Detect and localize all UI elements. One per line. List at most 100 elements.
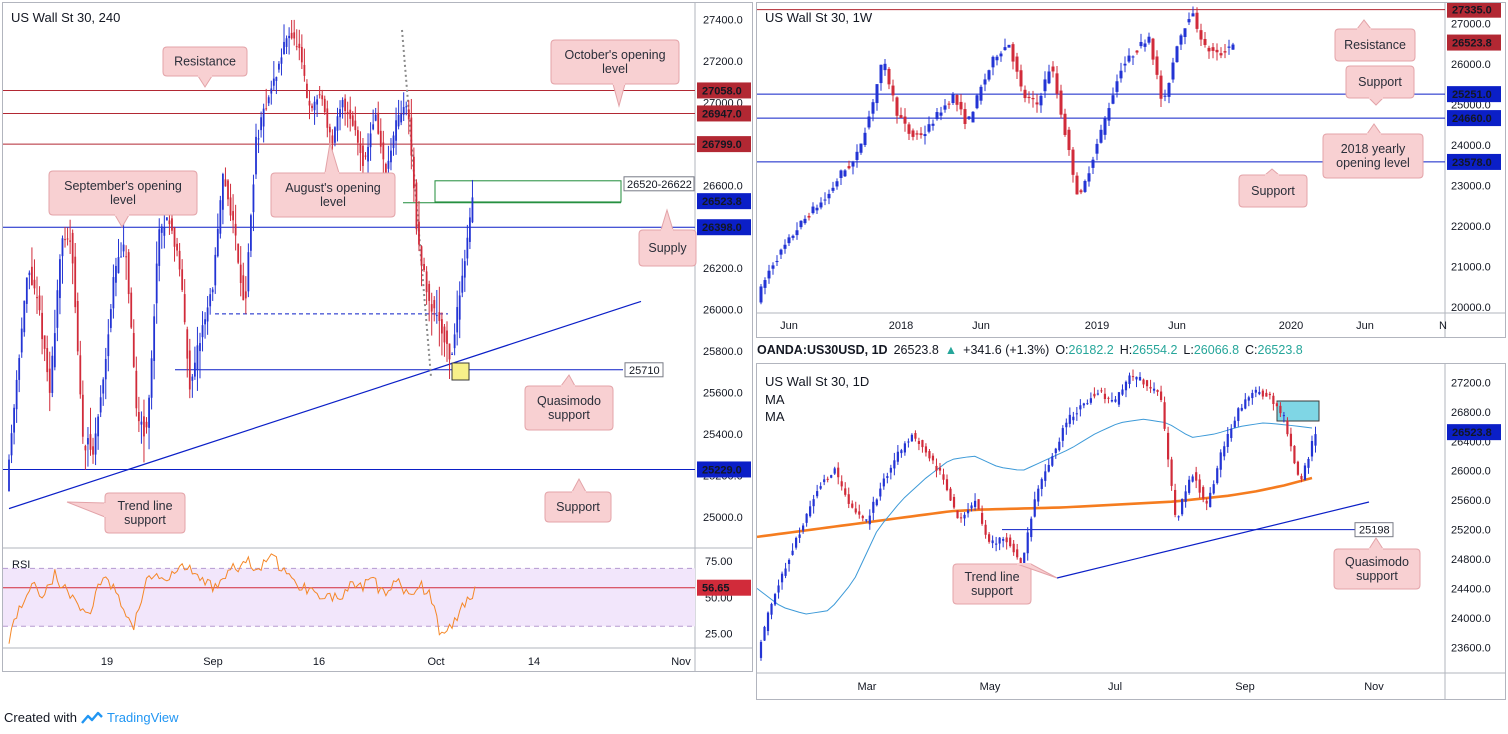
daily-candle — [1198, 479, 1201, 493]
h4-candle — [321, 95, 324, 100]
weekly-candle — [883, 63, 887, 71]
weekly-candle — [1135, 50, 1139, 53]
h4-candle — [211, 289, 214, 293]
h4-y-tick: 25800.0 — [703, 346, 743, 358]
h4-chart-pane[interactable]: 27400.027200.027000.026800.026600.026400… — [2, 2, 753, 672]
weekly-candle — [871, 102, 875, 114]
weekly-y-tick: 20000.0 — [1451, 302, 1491, 314]
weekly-callout-yearly-text: 2018 yearly — [1341, 142, 1406, 156]
weekly-candle — [783, 244, 787, 249]
daily-candle — [833, 468, 836, 474]
daily-y-tick: 26800.0 — [1451, 407, 1491, 419]
daily-x-tick: Jul — [1108, 681, 1122, 693]
h4-supply-zone-label: 26520-26622 — [627, 179, 692, 191]
h4-candle — [430, 304, 433, 312]
h4-candle — [438, 312, 441, 322]
weekly-candle — [1231, 44, 1235, 50]
daily-candle — [1089, 398, 1092, 403]
h4-candle — [448, 343, 451, 360]
daily-candle — [945, 479, 949, 491]
daily-candle — [1016, 549, 1019, 558]
h4-y-tick: 25000.0 — [703, 512, 743, 524]
h4-candle — [423, 263, 425, 271]
rsi-current-tag-bg — [697, 579, 751, 596]
daily-candle — [1293, 445, 1296, 464]
daily-candle — [812, 499, 815, 507]
daily-candle — [865, 519, 868, 521]
daily-chart-svg[interactable]: 27200.026800.026400.026000.025600.025200… — [757, 364, 1506, 700]
h4-candle — [216, 228, 219, 257]
h4-chart-svg[interactable]: 27400.027200.027000.026800.026600.026400… — [3, 3, 753, 672]
daily-candle — [766, 612, 770, 632]
h4-candle — [379, 130, 382, 147]
h4-candle — [107, 334, 110, 357]
weekly-candle — [1143, 43, 1147, 47]
h4-x-tick: 14 — [528, 656, 540, 668]
h4-candle — [97, 416, 100, 437]
h4-candle — [392, 135, 395, 149]
h4-candle — [196, 345, 199, 370]
h4-candle — [257, 138, 260, 140]
h4-x-tick: 19 — [101, 656, 113, 668]
weekly-x-tick: 2018 — [889, 320, 913, 332]
h4-candle — [349, 109, 352, 119]
h4-candle — [36, 296, 38, 299]
h4-supply-zone-label-bg — [623, 176, 695, 192]
h4-candle — [328, 126, 331, 133]
h4-candle — [120, 256, 122, 258]
daily-candle — [1005, 537, 1008, 543]
weekly-chart-pane[interactable]: 27000.0 26000.0 25000.0 24000.0 23000.0 22000… — [756, 2, 1506, 338]
h4-candle — [308, 100, 311, 106]
weekly-level-1-tag-label: 26523.8 — [1452, 38, 1492, 50]
footer-brand[interactable]: TradingView — [106, 710, 179, 725]
h4-candle — [143, 416, 145, 437]
daily-candle — [1205, 500, 1208, 504]
daily-chart-pane[interactable]: 27200.0 26800.0 26400.0 26000.0 25600.0 25200… — [756, 363, 1506, 700]
weekly-candle — [1111, 95, 1115, 104]
daily-candle — [988, 534, 991, 542]
h4-level-5-tag-bg — [697, 461, 751, 478]
weekly-callout-support-top-box — [1345, 65, 1415, 99]
weekly-level-3-tag-label: 24660.0 — [1452, 113, 1492, 125]
h4-candle — [219, 200, 222, 234]
weekly-chart-svg[interactable]: 27000.0 26000.0 25000.0 24000.0 23000.0 22000… — [757, 3, 1506, 338]
weekly-candle — [935, 112, 939, 120]
h4-candle — [232, 211, 234, 221]
daily-candle — [1037, 488, 1040, 502]
weekly-candle — [1163, 95, 1167, 97]
h4-candle — [341, 99, 344, 108]
h4-marker-box — [451, 362, 470, 381]
daily-candle — [1124, 381, 1128, 391]
h4-candle — [71, 232, 74, 264]
daily-candle — [1184, 491, 1187, 502]
weekly-candle — [1127, 55, 1131, 62]
h4-candle — [66, 238, 69, 240]
weekly-candle — [1139, 41, 1143, 47]
h4-candle — [81, 394, 84, 437]
weekly-candle — [1179, 35, 1183, 45]
daily-candle — [763, 626, 766, 641]
h4-candle — [407, 109, 410, 120]
weekly-candle — [1091, 159, 1095, 168]
h4-chart-title: US Wall St 30, 240 — [11, 10, 121, 25]
h4-candle — [188, 350, 191, 390]
daily-candle — [1188, 479, 1191, 493]
daily-candle — [1226, 434, 1229, 447]
weekly-candle — [1087, 173, 1091, 182]
h4-candle — [76, 301, 79, 352]
h4-candle — [53, 333, 56, 368]
daily-ma-fast-line — [757, 418, 1313, 615]
weekly-candle — [1067, 129, 1071, 151]
h4-candle — [140, 421, 143, 425]
weekly-candle — [1047, 71, 1051, 84]
weekly-candle — [1043, 79, 1047, 92]
weekly-candle — [1215, 49, 1219, 53]
h4-candle — [265, 108, 268, 110]
daily-candle — [1244, 399, 1247, 409]
h4-candle — [420, 246, 423, 266]
h4-x-tick: Sep — [203, 656, 223, 668]
weekly-x-tick: Jun — [780, 320, 798, 332]
daily-trend-line — [1056, 501, 1370, 579]
daily-candle — [1058, 441, 1061, 451]
h4-candle — [443, 326, 446, 343]
